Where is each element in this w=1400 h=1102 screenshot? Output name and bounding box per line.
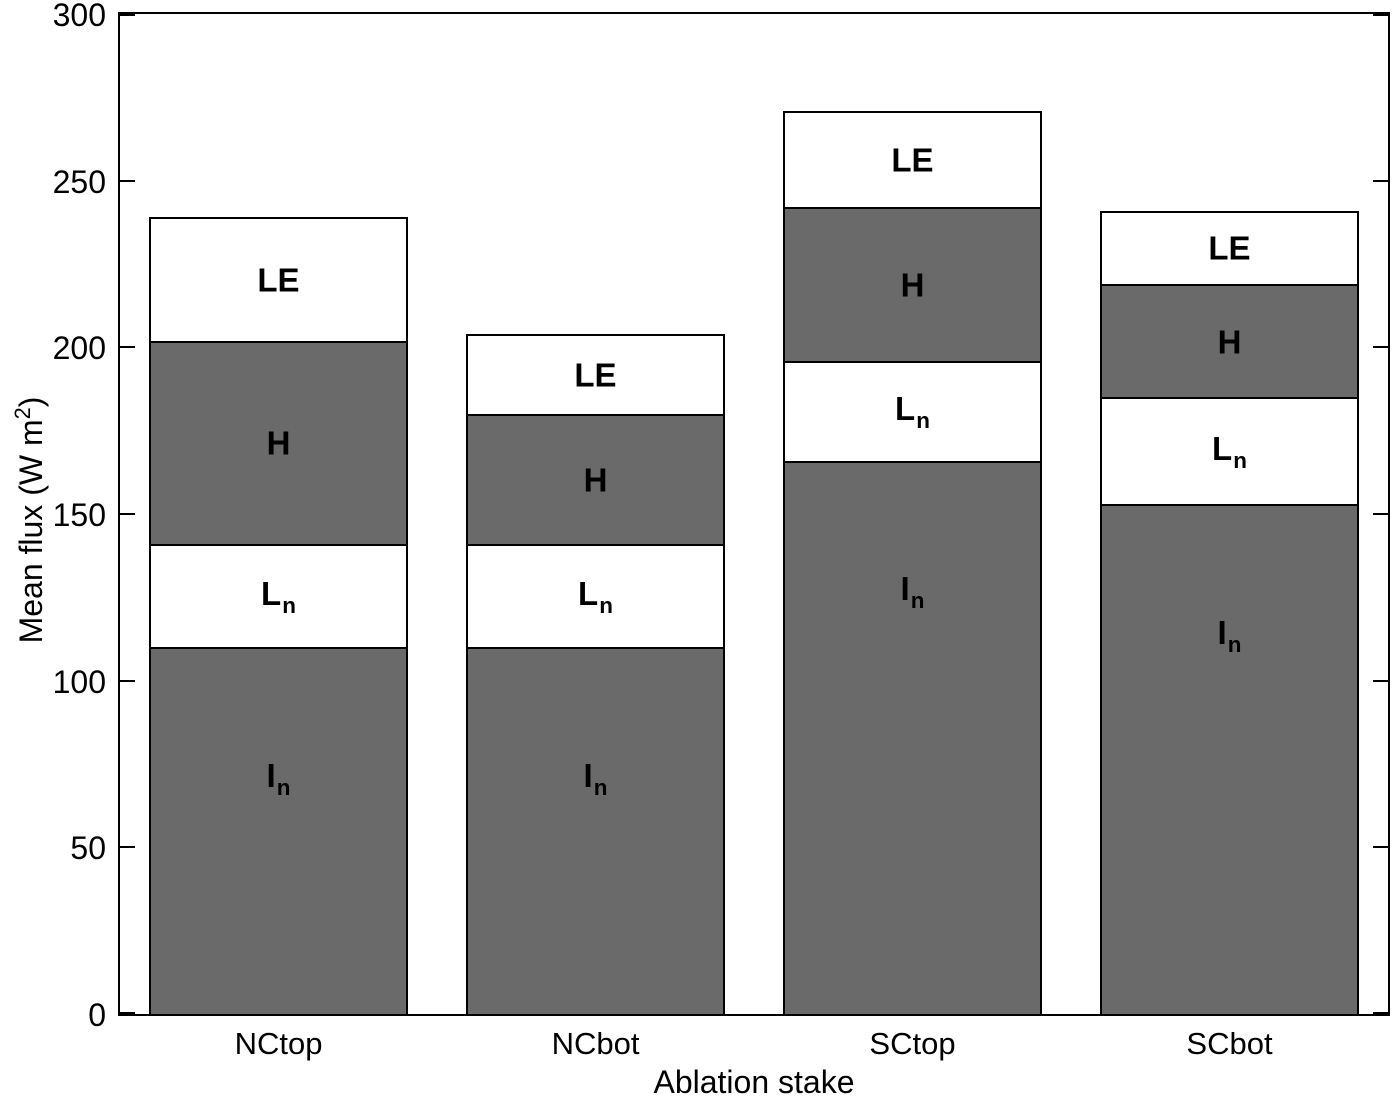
segment-label-H-SCtop: H [785,268,1041,301]
segment-label-LE-SCtop: LE [785,143,1041,176]
segment-label-H-NCtop: H [151,427,407,460]
bar-segment-LE-NCtop: LE [148,217,409,341]
y-tick-label-100: 100 [52,663,106,700]
y-tick-mark-right-100 [1373,679,1388,682]
bar-segment-LE-SCtop: LE [782,110,1043,208]
y-tick-mark-left-0 [120,1012,135,1014]
bar-segment-L_n-NCbot: Ln [465,544,726,648]
segment-label-text: L [1212,429,1233,467]
segment-label-subscript: n [599,592,613,618]
segment-label-I_n-NCtop: In [151,759,407,799]
y-tick-label-50: 50 [70,830,106,867]
segment-label-text: H [583,461,608,499]
x-tick-label-NCtop: NCtop [234,1026,323,1061]
bar-segment-L_n-NCtop: Ln [148,544,409,648]
segment-label-subscript: n [916,407,930,433]
x-tick-label-SCbot: SCbot [1186,1026,1273,1061]
bar-segment-I_n-NCbot: In [465,647,726,1014]
y-tick-mark-left-200 [120,346,135,349]
y-tick-mark-right-200 [1373,346,1388,349]
segment-label-subscript: n [1233,447,1247,473]
bar-segment-I_n-SCtop: In [782,460,1043,1014]
bar-segment-H-NCbot: H [465,414,726,544]
y-tick-mark-left-250 [120,179,135,182]
segment-label-text: LE [257,261,300,299]
y-tick-mark-right-0 [1373,1012,1388,1014]
segment-label-L_n-SCbot: Ln [1102,432,1358,472]
y-tick-mark-right-250 [1373,179,1388,182]
segment-label-subscript: n [593,774,608,800]
bar-segment-L_n-SCtop: Ln [782,360,1043,461]
segment-label-L_n-NCtop: Ln [151,577,407,617]
segment-label-LE-NCtop: LE [151,263,407,296]
bar-segment-LE-NCbot: LE [465,334,726,414]
segment-label-I_n-SCtop: In [785,572,1041,612]
segment-label-I_n-NCbot: In [468,759,724,799]
segment-label-text: H [1217,323,1242,361]
segment-label-H-SCbot: H [1102,325,1358,358]
bar-segment-I_n-NCtop: In [148,647,409,1014]
bar-segment-H-NCtop: H [148,340,409,544]
y-axis-label-text: Mean flux (W m [12,419,49,644]
y-tick-mark-left-100 [120,679,135,682]
y-tick-mark-left-50 [120,846,135,849]
segment-label-L_n-SCtop: Ln [785,392,1041,432]
segment-label-text: H [900,266,925,304]
segment-label-subscript: n [282,592,296,618]
y-tick-mark-left-300 [120,14,135,16]
bar-segment-I_n-SCbot: In [1099,504,1360,1014]
y-tick-label-200: 200 [52,330,106,367]
y-tick-label-0: 0 [88,997,106,1033]
y-tick-mark-right-150 [1373,513,1388,515]
segment-label-L_n-NCbot: Ln [468,577,724,617]
segment-label-text: I [900,570,910,608]
segment-label-subscript: n [1227,631,1242,657]
segment-label-text: I [266,756,276,794]
segment-label-subscript: n [910,588,925,614]
y-tick-mark-right-300 [1373,14,1388,16]
x-axis-label: Ablation stake [653,1064,855,1100]
segment-label-text: LE [574,356,617,394]
y-tick-label-150: 150 [52,497,106,533]
y-axis-label-superscript: 2 [10,407,36,420]
segment-label-text: I [583,756,593,794]
y-tick-label-300: 300 [52,0,106,33]
bar-segment-H-SCtop: H [782,207,1043,361]
segment-label-text: L [578,574,599,612]
segment-label-text: I [1217,613,1227,651]
plot-area: In Ln H LE In Ln H LE In Ln H LE In Ln H LE [118,12,1390,1016]
y-tick-label-250: 250 [52,163,106,200]
segment-label-text: H [266,424,291,462]
segment-label-text: LE [891,141,934,179]
bar-segment-H-SCbot: H [1099,284,1360,398]
bar-segment-LE-SCbot: LE [1099,210,1360,284]
segment-label-text: L [895,389,916,427]
segment-label-H-NCbot: H [468,464,724,497]
segment-label-subscript: n [276,774,291,800]
y-tick-mark-left-150 [120,513,135,515]
segment-label-LE-SCbot: LE [1102,232,1358,265]
x-tick-label-SCtop: SCtop [869,1026,956,1061]
bar-segment-L_n-SCbot: Ln [1099,397,1360,504]
y-axis-label-close: ) [12,396,49,408]
x-tick-label-NCbot: NCbot [551,1026,640,1061]
segment-label-LE-NCbot: LE [468,359,724,392]
y-tick-mark-right-50 [1373,846,1388,849]
segment-label-text: LE [1208,229,1251,267]
segment-label-I_n-SCbot: In [1102,616,1358,656]
segment-label-text: L [261,574,282,612]
